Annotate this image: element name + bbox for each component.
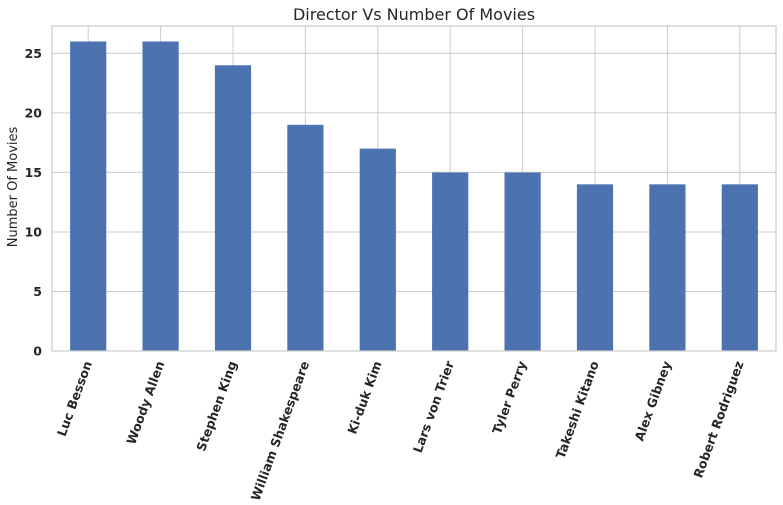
x-tick-label: Lars von Trier xyxy=(410,358,457,455)
x-tick-label: Luc Besson xyxy=(54,359,95,438)
bar-tyler-perry xyxy=(504,172,541,351)
bar-lars-von-trier xyxy=(432,172,469,351)
bar-william-shakespeare xyxy=(287,124,324,351)
y-tick-label: 25 xyxy=(25,46,42,61)
x-tick-label: Woody Allen xyxy=(123,359,167,446)
x-axis-ticks: Luc Besson Woody Allen Stephen King William… xyxy=(54,358,747,503)
x-tick-label: Robert Rodriguez xyxy=(690,359,746,480)
y-axis-label: Number Of Movies xyxy=(6,127,21,248)
bar-luc-besson xyxy=(70,41,107,351)
y-tick-label: 10 xyxy=(25,224,43,239)
x-tick-label: William Shakespeare xyxy=(248,359,313,503)
bar-takeshi-kitano xyxy=(576,184,614,351)
y-tick-label: 0 xyxy=(33,344,42,359)
x-tick-label: Stephen King xyxy=(193,359,240,453)
x-tick-label: Tyler Perry xyxy=(489,359,529,436)
bar-stephen-king xyxy=(214,65,252,352)
bar-woody-allen xyxy=(142,41,179,351)
bar-ki-duk-kim xyxy=(359,148,396,351)
bar-robert-rodriguez xyxy=(721,184,758,351)
chart-title: Director Vs Number Of Movies xyxy=(293,5,535,24)
y-tick-label: 15 xyxy=(25,165,42,180)
bars xyxy=(70,41,758,352)
y-tick-label: 20 xyxy=(25,105,43,120)
x-tick-label: Alex Gibney xyxy=(631,359,674,443)
y-tick-label: 5 xyxy=(33,284,42,299)
x-tick-label: Ki-duk Kim xyxy=(344,359,384,436)
y-axis-ticks: 0 5 10 15 20 25 xyxy=(25,46,43,359)
bar-alex-gibney xyxy=(649,184,686,351)
plot-area xyxy=(51,25,777,352)
x-tick-label: Takeshi Kitano xyxy=(553,359,602,461)
